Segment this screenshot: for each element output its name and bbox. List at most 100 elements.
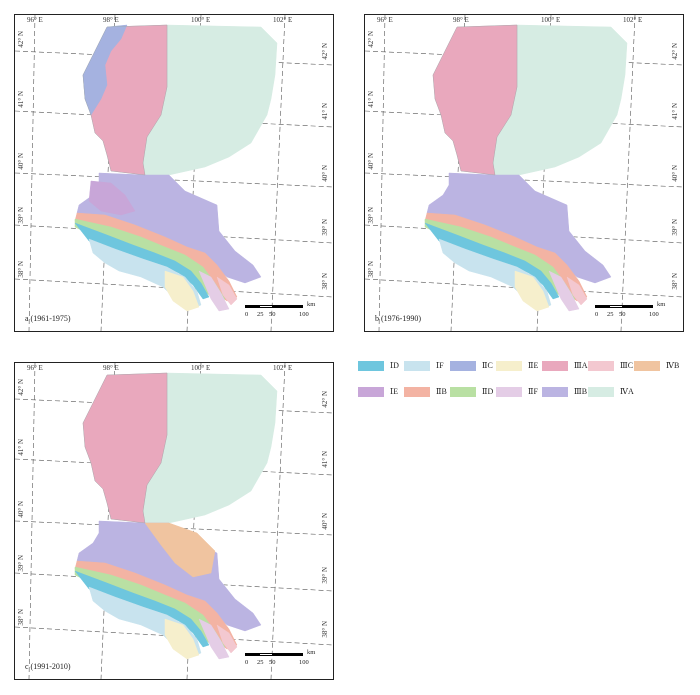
lat-label-right: 41° N: [321, 103, 329, 120]
lat-label-left: 39° N: [17, 207, 25, 224]
scale-bar-segment: [609, 305, 623, 308]
lat-label-left: 40° N: [17, 153, 25, 170]
lat-label-right: 39° N: [321, 567, 329, 584]
lon-label-top: 102° E: [273, 364, 293, 372]
legend-swatch: [588, 387, 614, 397]
lat-label-right: 41° N: [321, 451, 329, 468]
lat-label-left: 40° N: [367, 153, 375, 170]
lat-label-right: 39° N: [671, 219, 679, 236]
legend-swatch: [588, 361, 614, 371]
lon-label-top: 96° E: [27, 16, 43, 24]
panel-caption: a (1961-1975): [25, 314, 71, 323]
legend-swatch: [404, 361, 430, 371]
legend-swatch: [450, 387, 476, 397]
legend-swatch: [450, 361, 476, 371]
legend-swatch: [634, 361, 660, 371]
lon-label-top: 96° E: [27, 364, 43, 372]
scale-tick: 0: [245, 659, 249, 666]
lon-label-top: 96° E: [377, 16, 393, 24]
lat-label-left: 40° N: [17, 501, 25, 518]
lat-label-right: 41° N: [671, 103, 679, 120]
lat-label-right: 40° N: [321, 513, 329, 530]
lon-label-top: 98° E: [103, 364, 119, 372]
lat-label-left: 41° N: [367, 91, 375, 108]
lat-label-left: 42° N: [17, 31, 25, 48]
basin-outline: [82, 24, 168, 176]
legend-item: ⅢC: [588, 360, 634, 372]
zone-IIIC: [566, 276, 588, 306]
zone-IE: [88, 180, 136, 216]
scale-tick: 50: [269, 311, 276, 318]
scale-unit: km: [307, 649, 316, 656]
legend-label: ⅠF: [436, 361, 444, 370]
scale-tick: 25: [607, 311, 614, 318]
lat-label-right: 38° N: [321, 273, 329, 290]
map-canvas: [365, 15, 683, 331]
legend-item: ⅢA: [542, 360, 588, 372]
legend-swatch: [496, 361, 522, 371]
scale-unit: km: [657, 301, 666, 308]
legend-label: ⅣA: [620, 387, 634, 396]
scale-bar-segment: [259, 653, 273, 656]
map-panel-b: 96° E 98° E 100° E 102° E 42° N 42° N 41° N 41°…: [364, 14, 684, 332]
legend-item: ⅡE: [496, 360, 542, 372]
basin-outline: [432, 24, 518, 176]
lon-label-top: 100° E: [191, 364, 211, 372]
zone-IIIC: [216, 276, 238, 306]
legend-label: ⅠD: [390, 361, 399, 370]
lat-label-left: 39° N: [367, 207, 375, 224]
lon-label-top: 98° E: [453, 16, 469, 24]
legend-swatch: [358, 387, 384, 397]
legend-item: ⅠD: [358, 360, 404, 372]
map-canvas: [15, 15, 333, 331]
lat-label-right: 42° N: [321, 43, 329, 60]
lat-label-left: 41° N: [17, 91, 25, 108]
scale-bar-segment: [595, 305, 609, 308]
scale-bar: 0 25 50 100 km: [245, 301, 329, 327]
legend-label: ⅡE: [528, 361, 539, 370]
zone-IIIC: [216, 624, 238, 654]
legend-swatch: [404, 387, 430, 397]
map-panel-c: 96° E 98° E 100° E 102° E 42° N 42° N 41° N 41°…: [14, 362, 334, 680]
zone-IIF: [548, 270, 580, 312]
zone-IIE: [514, 270, 550, 312]
lon-label-top: 98° E: [103, 16, 119, 24]
scale-bar: 0 25 50 100 km: [595, 301, 679, 327]
scale-tick: 0: [245, 311, 249, 318]
legend-label: ⅡB: [436, 387, 447, 396]
legend-item: ⅢB: [542, 386, 588, 398]
scale-tick: 50: [269, 659, 276, 666]
zone-IVB: [144, 522, 216, 578]
legend: ⅠD ⅠF ⅡC ⅡE ⅢA ⅢC ⅣB ⅠE ⅡB ⅡD ⅡF ⅢB ⅣA: [358, 360, 680, 412]
legend-swatch: [542, 387, 568, 397]
legend-item: ⅡF: [496, 386, 542, 398]
scale-tick: 25: [257, 659, 264, 666]
scale-bar-segment: [245, 653, 259, 656]
legend-item: ⅣB: [634, 360, 680, 372]
scale-unit: km: [307, 301, 316, 308]
lat-label-right: 39° N: [321, 219, 329, 236]
legend-label: ⅠE: [390, 387, 399, 396]
legend-item: ⅣA: [588, 386, 634, 398]
lat-label-left: 41° N: [17, 439, 25, 456]
legend-swatch: [496, 387, 522, 397]
legend-label: ⅡF: [528, 387, 538, 396]
panel-caption: b (1976-1990): [375, 314, 421, 323]
basin-outline: [82, 372, 168, 524]
lat-label-left: 42° N: [367, 31, 375, 48]
lat-label-left: 38° N: [367, 261, 375, 278]
lon-label-top: 102° E: [273, 16, 293, 24]
legend-label: ⅡC: [482, 361, 493, 370]
legend-item: ⅡC: [450, 360, 496, 372]
lat-label-left: 42° N: [17, 379, 25, 396]
legend-swatch: [358, 361, 384, 371]
lon-label-top: 102° E: [623, 16, 643, 24]
lat-label-right: 38° N: [321, 621, 329, 638]
climate-zones: [74, 24, 278, 312]
lat-label-right: 40° N: [671, 165, 679, 182]
map-panel-a: 96° E 98° E 100° E 102° E 42° N 42° N 41° N 41°…: [14, 14, 334, 332]
legend-item: ⅡD: [450, 386, 496, 398]
lon-label-top: 100° E: [191, 16, 211, 24]
scale-tick: 100: [649, 311, 659, 318]
legend-label: ⅡD: [482, 387, 494, 396]
